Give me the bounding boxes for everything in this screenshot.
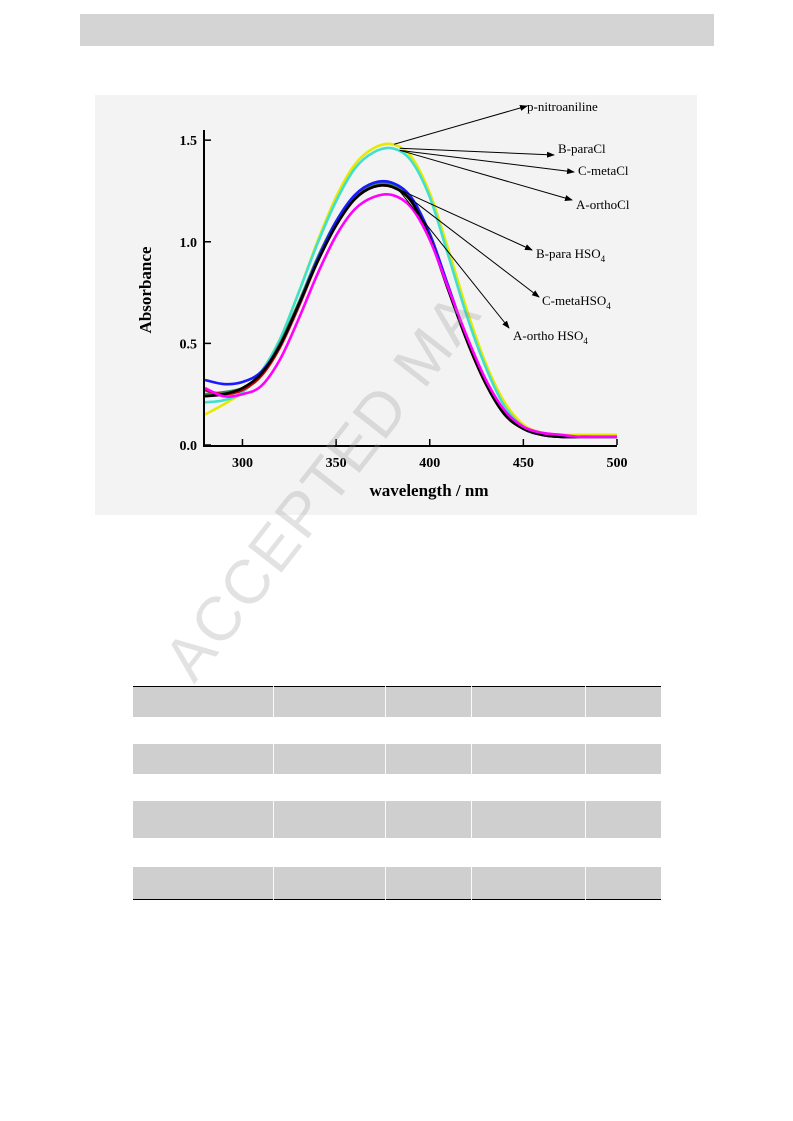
x-tick-label: 300 [232, 456, 253, 471]
plot-background [205, 130, 617, 445]
table-column-divider [585, 686, 586, 900]
annotation-label-6: A-ortho HSO4 [513, 328, 588, 346]
series-line-6 [204, 193, 617, 439]
x-tick-label: 400 [419, 456, 440, 471]
table-top-rule [133, 686, 661, 687]
y-axis-label: Absorbance [136, 246, 155, 333]
table-row [133, 744, 661, 774]
series-line-5 [204, 183, 617, 439]
table-row [133, 801, 661, 838]
plot-area [205, 130, 617, 445]
annotation-label-1: B-paraCl [558, 141, 606, 156]
annotation-layer: p-nitroaniline B-paraCl C-metaCl A-orthoCl B… [394, 99, 630, 346]
annotation-label-0: p-nitroaniline [527, 99, 598, 114]
table-row [133, 687, 661, 717]
y-tick-label: 1.5 [180, 134, 198, 149]
annotation-label-2: C-metaCl [578, 163, 629, 178]
annotation-label-3: A-orthoCl [576, 197, 630, 212]
table-row [133, 867, 661, 899]
annotation-subscript: 4 [583, 336, 588, 346]
annotation-arrow-2 [399, 149, 575, 175]
annotation-subscript: 4 [601, 254, 606, 264]
x-tick-label: 500 [607, 456, 628, 471]
table-bottom-rule [133, 899, 661, 900]
x-tick-label: 350 [326, 456, 347, 471]
table-column-divider [273, 686, 274, 900]
table-column-divider [385, 686, 386, 900]
page-header-bar [80, 14, 714, 46]
table-column-divider [471, 686, 472, 900]
data-table [133, 686, 661, 900]
y-tick-label: 0.5 [180, 337, 198, 352]
annotation-arrow-3 [399, 149, 573, 201]
x-tick-label: 450 [513, 456, 534, 471]
annotation-label-4: B-para HSO4 [536, 246, 606, 264]
annotation-arrow-4 [397, 188, 533, 251]
annotation-arrow-0 [394, 105, 528, 145]
annotation-label-5: C-metaHSO4 [542, 293, 611, 311]
x-axis-line [203, 445, 617, 447]
x-axis-label: wavelength / nm [370, 481, 489, 500]
annotation-arrow-6 [397, 188, 510, 329]
y-tick-label: 1.0 [180, 236, 198, 251]
axes-layer: 300 350 400 450 500 0.0 0.5 1.0 1.5 [180, 130, 628, 471]
y-tick-label: 0.0 [180, 439, 198, 454]
annotation-arrow-5 [397, 188, 540, 298]
absorbance-chart: 300 350 400 450 500 0.0 0.5 1.0 1.5 p-nitroanili… [136, 99, 630, 500]
annotation-subscript: 4 [606, 301, 611, 311]
y-axis-line [203, 130, 205, 445]
annotation-arrow-1 [399, 147, 555, 158]
